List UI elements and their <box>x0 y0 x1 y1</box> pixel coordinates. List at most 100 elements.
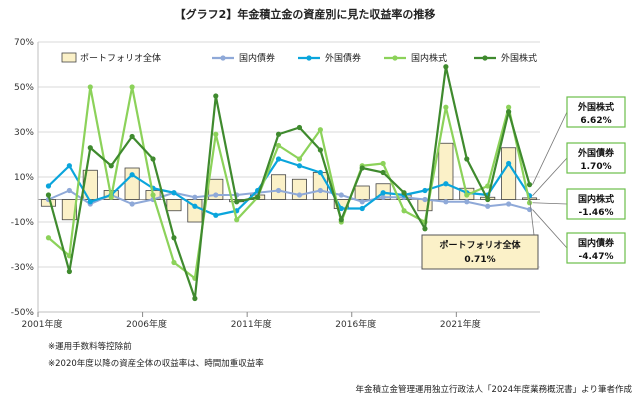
callout-value: -1.46% <box>579 208 614 218</box>
series-point <box>401 190 407 196</box>
callout-leader <box>532 209 568 249</box>
legend-swatch-marker <box>220 55 226 61</box>
legend-label: 国内株式 <box>411 52 447 64</box>
note-2: ※2020年度以降の資産全体の収益率は、時間加重収益率 <box>48 358 264 369</box>
series-point <box>66 163 72 169</box>
portfolio-bar <box>501 147 517 200</box>
callout-box <box>566 142 626 174</box>
callout-leader <box>532 157 568 196</box>
series-point <box>338 205 344 212</box>
series-point <box>317 147 323 153</box>
portfolio-bar <box>438 142 454 200</box>
series-point <box>359 205 365 212</box>
series-point <box>485 196 491 203</box>
series-point <box>317 169 323 176</box>
callout-name: 国内株式 <box>578 193 614 205</box>
series-point <box>506 109 512 115</box>
series-point <box>129 84 135 90</box>
note-1: ※運用手数料等控除前 <box>48 341 132 352</box>
legend-label: 外国株式 <box>501 52 537 64</box>
series-point <box>108 163 114 169</box>
legend-swatch-marker <box>482 55 488 61</box>
series-point <box>87 199 93 205</box>
callout-name: 外国債券 <box>577 147 615 159</box>
series-point <box>422 226 428 232</box>
callout-box <box>566 96 626 128</box>
x-tick-label: 2016年度 <box>335 318 376 330</box>
series-point <box>129 133 135 140</box>
series-point <box>359 165 365 171</box>
series-point <box>45 192 52 198</box>
y-tick-label: -30% <box>11 263 35 273</box>
series-point <box>380 169 386 176</box>
series-point <box>506 160 512 167</box>
portfolio-bar <box>61 199 77 221</box>
portfolio-bar <box>166 199 182 212</box>
series-line <box>47 65 531 300</box>
series-point <box>485 203 491 209</box>
series-point <box>66 253 72 259</box>
series-point <box>275 131 282 137</box>
series-point <box>87 84 93 90</box>
series-point <box>464 199 470 205</box>
callout-name: 外国株式 <box>577 101 614 113</box>
y-tick-label: -10% <box>11 218 35 228</box>
callout-value: 6.62% <box>580 116 611 126</box>
portfolio-callout-value: 0.71% <box>464 255 495 265</box>
series-point <box>506 104 512 110</box>
series-point <box>296 124 303 131</box>
source-note: 年金積立金管理運用独立行政法人「2024年度業務概況書」より筆者作成 <box>356 384 633 395</box>
series-point <box>317 187 323 194</box>
callouts: 外国株式 6.62% 外国債券 1.70% 国内株式 -1.46% 国内債券 -4.47% ポー… <box>421 96 626 270</box>
series-point <box>296 192 303 198</box>
callout-name: 国内債券 <box>578 237 615 249</box>
y-axis: 70% 50% 30% 10% -10% -30% -50% <box>11 38 35 318</box>
x-tick-label: 2001年度 <box>22 318 63 330</box>
series-point <box>506 201 512 207</box>
series-point <box>338 192 344 198</box>
series-point <box>359 199 365 205</box>
series-point <box>380 190 386 196</box>
series-point <box>464 156 470 162</box>
portfolio-callout-name: ポートフォリオ全体 <box>439 239 521 251</box>
legend-label: ポートフォリオ全体 <box>80 52 161 64</box>
series-point <box>275 156 282 162</box>
legend-swatch-marker <box>392 55 398 61</box>
callout-box <box>566 232 626 264</box>
series-point <box>234 199 240 205</box>
series-point <box>66 187 72 194</box>
series-point <box>526 182 533 188</box>
series-point <box>401 208 407 214</box>
series-point <box>129 172 135 178</box>
series-point <box>171 235 177 241</box>
series-point <box>443 181 449 187</box>
series-point <box>275 142 282 149</box>
series-point <box>296 163 303 169</box>
series-point <box>234 217 240 223</box>
series-point <box>213 212 219 218</box>
series-point <box>485 183 491 189</box>
series-point <box>422 187 428 194</box>
callout-value: 1.70% <box>580 162 611 172</box>
portfolio-callout-leader <box>529 197 535 236</box>
footnotes: ※運用手数料等控除前 ※2020年度以降の資産全体の収益率は、時間加重収益率 <box>48 341 264 369</box>
series-point <box>338 217 344 223</box>
callout-leader <box>532 111 568 185</box>
y-tick-label: 10% <box>14 173 34 183</box>
x-tick-label: 2006年度 <box>126 318 167 330</box>
legend-swatch-portfolio <box>61 52 77 63</box>
series-point <box>45 183 52 189</box>
series-point <box>171 190 177 196</box>
series-point <box>380 160 386 167</box>
series-point <box>108 194 114 200</box>
y-tick-label: 50% <box>14 83 34 93</box>
callout-leader <box>532 202 568 205</box>
series-point <box>213 93 219 99</box>
series-line <box>47 157 531 217</box>
series-point <box>380 194 386 200</box>
callout-box <box>566 188 626 220</box>
series-point <box>464 192 470 198</box>
y-tick-label: 30% <box>14 128 34 138</box>
series-point <box>443 64 449 70</box>
